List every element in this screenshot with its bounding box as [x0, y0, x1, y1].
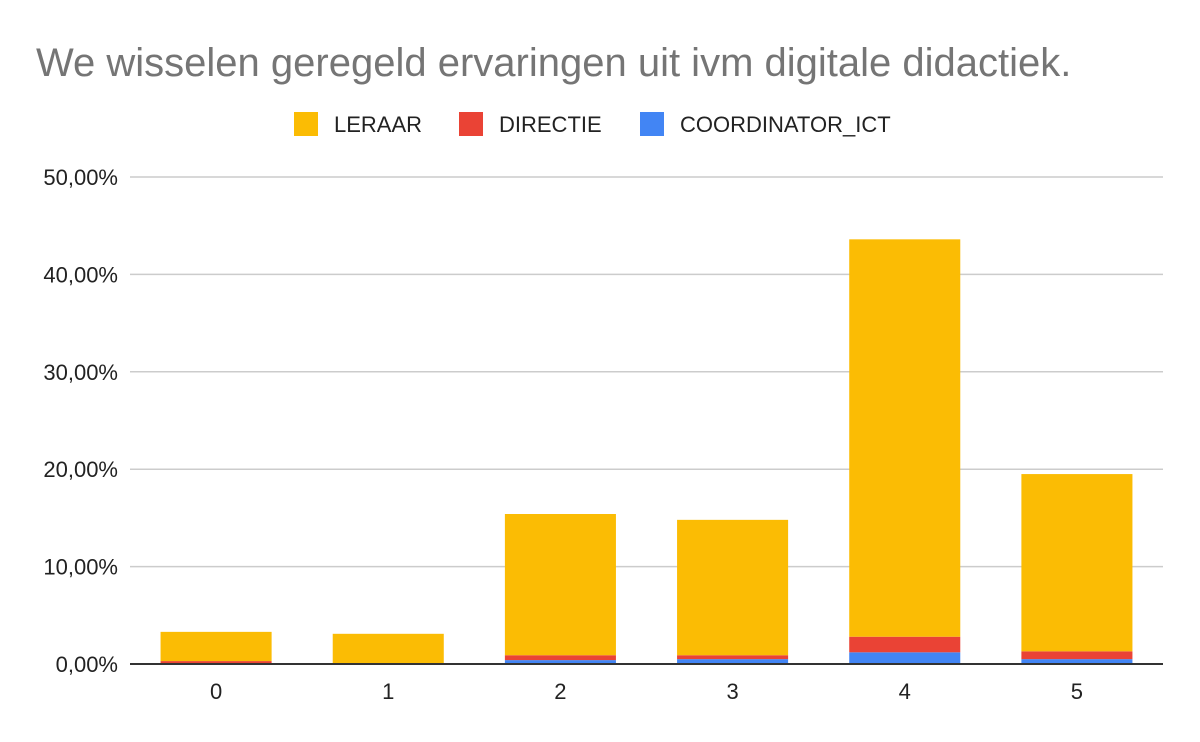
x-tick-label: 2 — [554, 679, 566, 704]
x-axis-ticks: 0 1 2 3 4 5 — [210, 679, 1083, 704]
y-tick-label: 0,00% — [56, 652, 118, 677]
y-tick-label: 50,00% — [43, 165, 118, 190]
x-tick-label: 4 — [899, 679, 911, 704]
legend-label-directie: DIRECTIE — [499, 112, 602, 137]
bar-coordinator-ict-4 — [849, 652, 961, 664]
bar-leraar-2 — [504, 514, 616, 656]
gridlines — [130, 176, 1163, 568]
x-tick-label: 5 — [1071, 679, 1083, 704]
y-axis-ticks: 0,00% 10,00% 20,00% 30,00% 40,00% 50,00% — [43, 165, 118, 677]
y-tick-label: 30,00% — [43, 360, 118, 385]
bar-directie-0 — [160, 661, 272, 664]
legend-label-leraar: LERAAR — [334, 112, 422, 137]
legend-swatch-directie — [459, 112, 483, 136]
bar-coordinator-ict-5 — [1021, 659, 1133, 664]
bar-leraar-3 — [677, 519, 789, 656]
legend: LERAAR DIRECTIE COORDINATOR_ICT — [294, 112, 891, 137]
bar-coordinator-ict-2 — [504, 660, 616, 664]
chart-title: We wisselen geregeld ervaringen uit ivm … — [36, 41, 1071, 85]
bar-coordinator-ict-3 — [677, 659, 789, 664]
legend-label-coordinator-ict: COORDINATOR_ICT — [680, 112, 891, 137]
x-tick-label: 3 — [726, 679, 738, 704]
bar-directie-2 — [504, 655, 616, 661]
legend-swatch-leraar — [294, 112, 318, 136]
bar-leraar-5 — [1021, 474, 1133, 652]
bar-directie-3 — [677, 655, 789, 660]
bar-leraar-0 — [160, 631, 272, 662]
bar-directie-4 — [849, 636, 961, 653]
y-tick-label: 10,00% — [43, 555, 118, 580]
bar-leraar-1 — [332, 633, 444, 664]
x-tick-label: 1 — [382, 679, 394, 704]
bar-leraar-4 — [849, 239, 961, 637]
y-tick-label: 40,00% — [43, 262, 118, 287]
legend-swatch-coordinator-ict — [640, 112, 664, 136]
bars — [160, 239, 1133, 664]
x-tick-label: 0 — [210, 679, 222, 704]
y-tick-label: 20,00% — [43, 457, 118, 482]
bar-directie-5 — [1021, 651, 1133, 660]
